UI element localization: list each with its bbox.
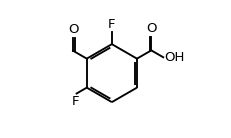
Text: O: O [146,22,156,35]
Text: O: O [67,23,78,36]
Text: F: F [108,18,115,31]
Text: OH: OH [163,51,183,64]
Text: F: F [72,95,79,108]
